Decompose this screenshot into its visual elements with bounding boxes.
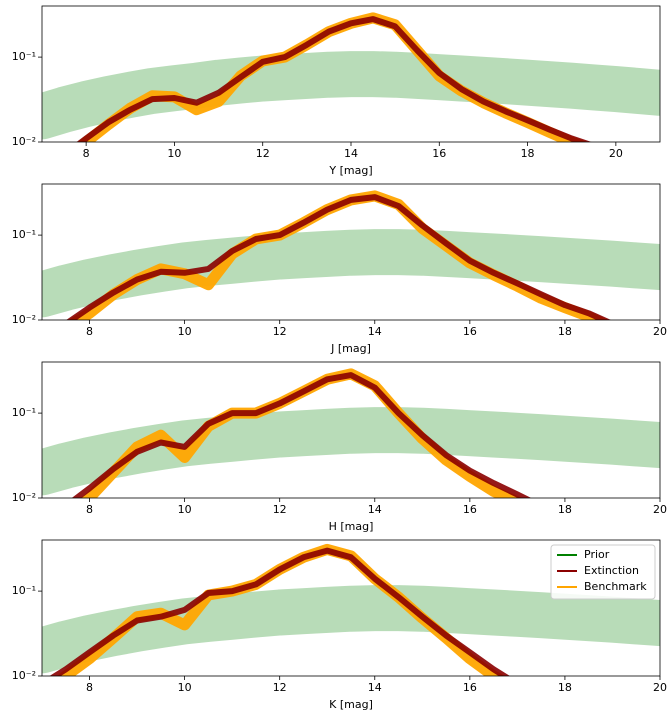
x-tick-label: 12	[273, 325, 287, 338]
legend-label: Benchmark	[584, 580, 647, 593]
plot-area	[42, 368, 660, 498]
legend: Prior Extinction Benchmark	[550, 544, 656, 600]
x-tick-label: 18	[521, 147, 535, 160]
x-tick-label: 10	[178, 503, 192, 516]
axes-frame	[41, 183, 661, 321]
panel: 8 10 12 14 16 18 20 10⁻² 10⁻¹ H [mag]	[12, 361, 667, 533]
panel: 8 10 12 14 16 18 20 10⁻² 10⁻¹ Y [mag]	[12, 5, 661, 177]
plot-area	[42, 543, 660, 676]
x-tick-label: 16	[432, 147, 446, 160]
x-tick-label: 14	[368, 681, 382, 694]
y-tick-label: 10⁻¹	[12, 406, 36, 419]
x-tick-label: 14	[368, 503, 382, 516]
x-axis-label: K [mag]	[329, 698, 373, 711]
x-tick-label: 8	[86, 325, 93, 338]
panel: 8 10 12 14 16 18 20 10⁻² 10⁻¹ K [mag] Prior Extinct…	[12, 539, 667, 711]
series-line	[42, 229, 660, 318]
x-tick-label: 18	[558, 503, 572, 516]
y-tick-label: 10⁻¹	[12, 228, 36, 241]
y-tick-label: 10⁻¹	[12, 50, 36, 63]
y-tick-label: 10⁻²	[12, 135, 36, 148]
x-tick-label: 16	[463, 325, 477, 338]
x-tick-label: 14	[368, 325, 382, 338]
series-line	[66, 194, 612, 320]
axes-frame	[41, 539, 661, 677]
y-tick-label: 10⁻²	[12, 669, 36, 682]
x-tick-label: 14	[344, 147, 358, 160]
x-axis-label: H [mag]	[329, 520, 374, 533]
x-tick-label: 20	[653, 503, 667, 516]
x-tick-label: 18	[558, 681, 572, 694]
x-axis-label: J [mag]	[330, 342, 371, 355]
legend-label: Extinction	[584, 564, 639, 577]
series-line	[49, 547, 510, 676]
series-line	[76, 16, 592, 142]
y-tick-label: 10⁻²	[12, 313, 36, 326]
series-line	[42, 51, 660, 140]
plot-area	[42, 190, 660, 320]
x-axis-label: Y [mag]	[328, 164, 372, 177]
series-line	[71, 372, 532, 498]
x-tick-label: 18	[558, 325, 572, 338]
axes-frame	[41, 361, 661, 499]
x-tick-label: 12	[273, 681, 287, 694]
legend-label: Prior	[584, 548, 610, 561]
x-tick-label: 10	[167, 147, 181, 160]
x-tick-label: 12	[273, 503, 287, 516]
y-tick-label: 10⁻¹	[12, 584, 36, 597]
x-tick-label: 20	[609, 147, 623, 160]
series-line	[42, 585, 660, 674]
x-tick-label: 20	[653, 325, 667, 338]
x-tick-label: 16	[463, 503, 477, 516]
x-tick-label: 12	[256, 147, 270, 160]
x-tick-label: 10	[178, 681, 192, 694]
x-tick-label: 16	[463, 681, 477, 694]
x-tick-label: 8	[83, 147, 90, 160]
y-tick-label: 10⁻²	[12, 491, 36, 504]
x-tick-label: 8	[86, 503, 93, 516]
x-tick-label: 8	[86, 681, 93, 694]
panel: 8 10 12 14 16 18 20 10⁻² 10⁻¹ J [mag]	[12, 183, 667, 355]
plot-area	[42, 12, 660, 142]
x-tick-label: 20	[653, 681, 667, 694]
x-tick-label: 10	[178, 325, 192, 338]
legend-box	[550, 544, 656, 600]
